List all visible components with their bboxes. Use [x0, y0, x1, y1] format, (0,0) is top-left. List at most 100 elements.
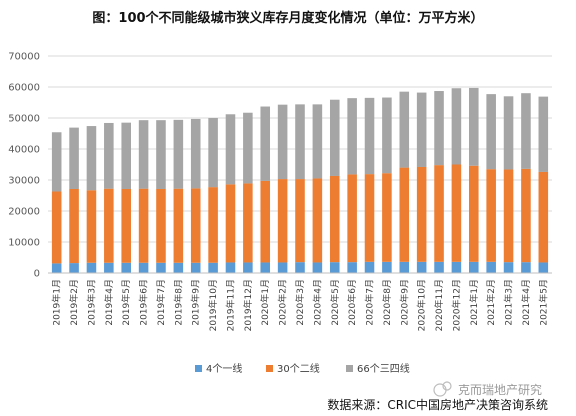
bar-segment-series-2 [486, 169, 496, 262]
y-axis-tick-labels: 0 10000 20000 30000 40000 50000 60000 70000 [8, 52, 40, 280]
bar-segment-series-3 [104, 122, 114, 189]
legend-swatch [266, 365, 273, 372]
bar-segment-series-1 [347, 262, 357, 273]
bar-segment-series-1 [51, 263, 62, 273]
bar-segment-series-2 [156, 188, 166, 263]
bar-segment-series-1 [503, 262, 514, 273]
watermark: 克而瑞地产研究 [433, 381, 542, 397]
bar-segment-series-3 [312, 104, 323, 179]
x-tick-label: 2021年2月 [485, 279, 497, 326]
bar-segment-series-2 [69, 188, 79, 264]
bar-segment-series-1 [121, 262, 131, 273]
x-tick-label: 2021年5月 [537, 279, 549, 326]
y-tick-label: 40000 [8, 145, 40, 156]
y-tick-label: 0 [34, 269, 40, 280]
bar-segment-series-1 [434, 261, 444, 273]
bar-segment-series-3 [329, 99, 340, 176]
bar-segment-series-3 [51, 132, 62, 192]
y-tick-label: 10000 [8, 238, 40, 249]
bar-segment-series-3 [521, 93, 531, 169]
legend-swatch [346, 365, 353, 372]
x-tick-label: 2020年3月 [294, 279, 306, 326]
bar-segment-series-1 [243, 262, 253, 273]
x-tick-label: 2020年11月 [433, 279, 445, 331]
bar-segment-series-2 [208, 187, 218, 263]
bar-segment-series-2 [51, 191, 62, 264]
bar-segment-series-2 [312, 178, 323, 263]
bar-segment-series-1 [521, 262, 531, 273]
bar-segment-series-2 [243, 183, 253, 263]
bar-segment-series-3 [156, 120, 166, 189]
bar-segment-series-2 [434, 165, 444, 262]
watermark-text: 克而瑞地产研究 [458, 382, 542, 397]
bar-segment-series-2 [521, 168, 531, 263]
bar-segment-series-3 [382, 97, 392, 174]
x-tick-label: 2020年12月 [450, 279, 462, 331]
legend-label: 30个二线 [277, 362, 320, 375]
x-tick-label: 2020年2月 [277, 279, 289, 326]
bar-segment-series-1 [451, 261, 462, 273]
bar-segment-series-1 [156, 262, 166, 273]
bar-segment-series-2 [104, 188, 114, 263]
wechat-icon-bubble [442, 381, 452, 391]
bar-segment-series-3 [121, 122, 131, 189]
bar-segment-series-2 [538, 171, 549, 263]
bar-series [51, 87, 549, 273]
bar-segment-series-3 [469, 87, 479, 166]
bar-segment-series-1 [190, 262, 201, 273]
x-tick-label: 2020年1月 [259, 279, 271, 326]
x-tick-label: 2020年6月 [346, 279, 358, 326]
bar-segment-series-1 [329, 262, 340, 273]
x-tick-label: 2020年7月 [364, 279, 376, 326]
x-tick-label: 2021年4月 [520, 279, 532, 326]
x-tick-label: 2020年4月 [311, 279, 323, 326]
bar-segment-series-1 [486, 261, 496, 273]
x-tick-label: 2021年1月 [468, 279, 480, 326]
y-tick-label: 60000 [8, 83, 40, 94]
bar-segment-series-1 [86, 262, 97, 273]
bar-segment-series-2 [121, 188, 131, 263]
bar-segment-series-1 [312, 262, 323, 273]
bar-segment-series-3 [486, 94, 496, 170]
bar-segment-series-1 [138, 262, 149, 273]
wechat-icon [433, 383, 447, 397]
bar-segment-series-1 [538, 262, 549, 273]
data-source: 数据来源：CRIC中国房地产决策咨询系统 [327, 397, 548, 412]
bar-segment-series-3 [347, 98, 357, 175]
bar-segment-series-2 [347, 174, 357, 263]
legend-label: 66个三四线 [357, 362, 410, 375]
x-tick-label: 2019年8月 [172, 279, 184, 326]
y-tick-label: 20000 [8, 207, 40, 218]
y-tick-label: 30000 [8, 176, 40, 187]
legend-label: 4个一线 [206, 362, 242, 375]
bar-segment-series-3 [225, 114, 236, 185]
x-tick-label: 2019年2月 [68, 279, 80, 326]
x-tick-label: 2019年5月 [120, 279, 132, 326]
bar-segment-series-1 [277, 262, 288, 273]
bar-segment-series-1 [416, 261, 427, 273]
bar-segment-series-2 [503, 169, 514, 263]
y-tick-label: 50000 [8, 114, 40, 125]
bar-segment-series-1 [382, 261, 392, 273]
x-tick-label: 2019年6月 [138, 279, 150, 326]
bar-segment-series-1 [469, 261, 479, 273]
x-tick-label: 2019年12月 [242, 279, 254, 331]
bar-segment-series-3 [503, 96, 514, 170]
x-tick-label: 2019年7月 [155, 279, 167, 326]
bar-segment-series-3 [416, 92, 427, 167]
bar-segment-series-2 [382, 173, 392, 262]
legend: 4个一线 30个二线 66个三四线 [195, 362, 410, 375]
bar-segment-series-3 [434, 91, 444, 166]
bar-segment-series-1 [225, 262, 236, 273]
bar-segment-series-1 [69, 263, 79, 273]
x-axis-tick-labels: 2019年1月 2019年2月 2019年3月 2019年4月 2019年5月 2019年… [51, 279, 550, 331]
x-tick-label: 2019年9月 [190, 279, 202, 326]
bar-segment-series-3 [295, 104, 305, 180]
bar-segment-series-3 [208, 118, 218, 188]
x-tick-label: 2020年5月 [329, 279, 341, 326]
bar-segment-series-3 [399, 91, 410, 168]
x-tick-label: 2019年10月 [207, 279, 219, 331]
bar-segment-series-2 [260, 180, 271, 263]
bar-segment-series-2 [295, 179, 305, 263]
bar-segment-series-1 [260, 262, 271, 273]
